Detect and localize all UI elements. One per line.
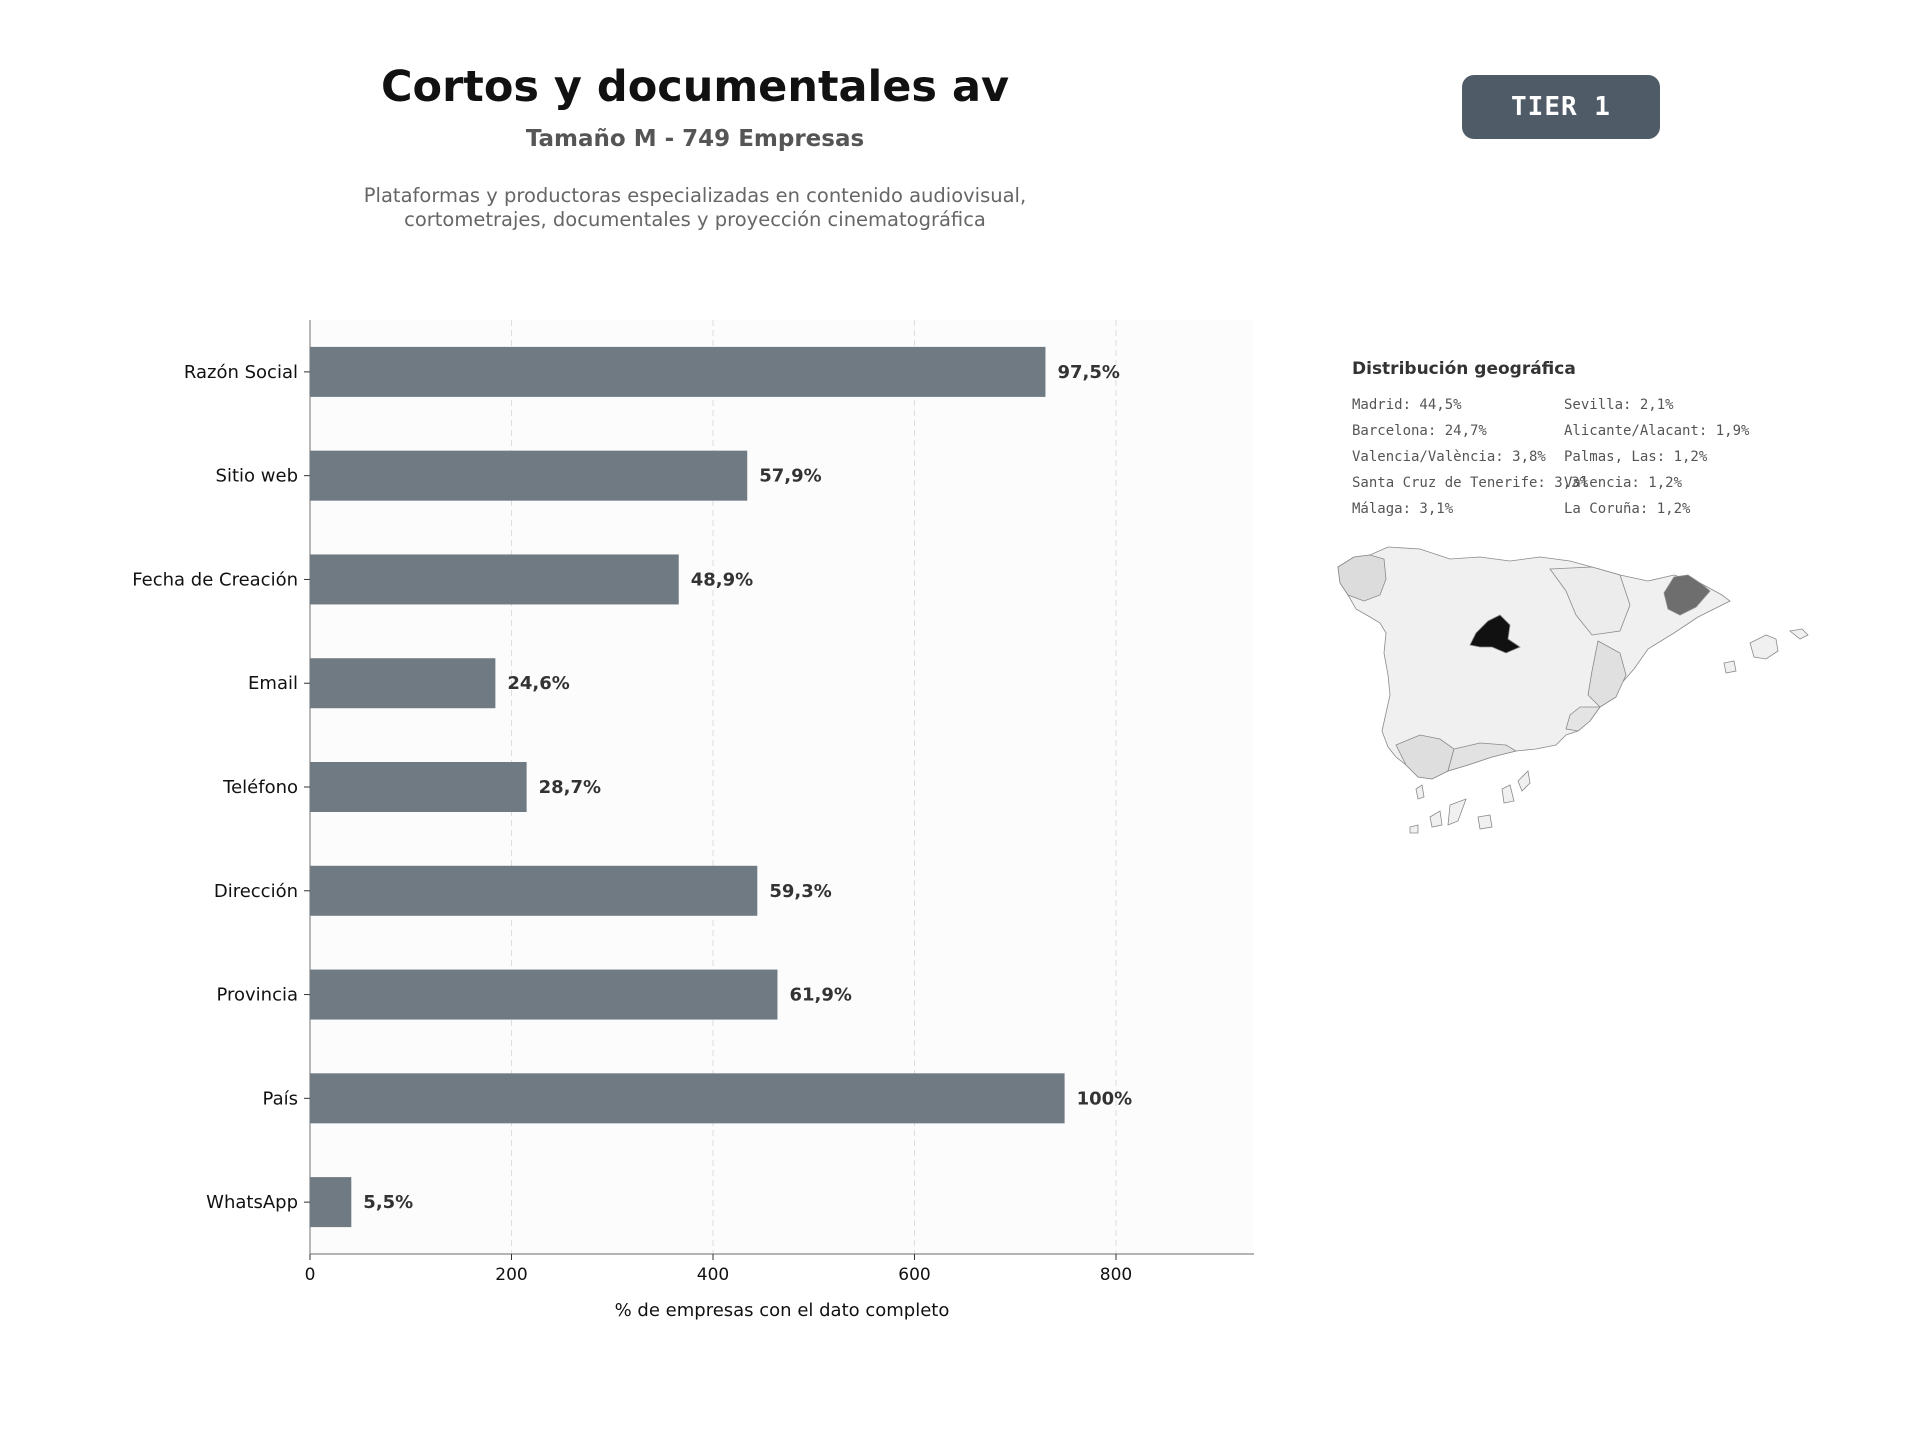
value-label: 24,6% (507, 673, 569, 694)
tier-badge: TIER 1 (1462, 75, 1660, 139)
category-label: Email (248, 673, 298, 694)
geo-item: Palmas, Las: 1,2% (1564, 449, 1708, 465)
bar (310, 969, 778, 1020)
geo-distribution-title: Distribución geográfica (1352, 359, 1576, 379)
category-label: País (263, 1088, 298, 1109)
category-label: Provincia (216, 985, 298, 1006)
map-region-madrid (1469, 614, 1521, 654)
x-tick-label: 400 (697, 1265, 729, 1285)
geo-item: La Coruña: 1,2% (1564, 501, 1691, 517)
value-label: 97,5% (1057, 362, 1119, 383)
page-title: Cortos y documentales av (380, 62, 1010, 112)
category-label: Dirección (214, 881, 298, 902)
bar (310, 1073, 1065, 1124)
geo-item: Valencia/València: 3,8% (1352, 449, 1546, 465)
bar-chart: 0 200 400 600 800 Razón Social 97,5% Sitio web 5… (132, 320, 1254, 1321)
bar (310, 762, 527, 812)
category-label: Razón Social (184, 362, 298, 383)
map-region-barcelona (1663, 574, 1711, 616)
map-region-malaga (1447, 742, 1518, 772)
page-subtitle: Tamaño M - 749 Empresas (525, 126, 865, 152)
bar (310, 554, 679, 605)
value-label: 48,9% (691, 569, 753, 590)
bar (310, 450, 748, 501)
value-label: 57,9% (759, 466, 821, 487)
category-label: Teléfono (222, 777, 298, 798)
x-tick-label: 0 (305, 1265, 316, 1285)
value-label: 59,3% (769, 881, 831, 902)
map-balearics (1723, 628, 1809, 674)
value-label: 5,5% (363, 1192, 413, 1213)
x-tick-label: 800 (1100, 1265, 1132, 1285)
bar (310, 1177, 352, 1228)
map-region-alicante (1565, 706, 1601, 732)
description-line-2: cortometrajes, documentales y proyección… (404, 208, 986, 231)
category-label: WhatsApp (206, 1192, 298, 1213)
spain-choropleth-map (1337, 546, 1809, 834)
geo-item: Málaga: 3,1% (1352, 501, 1454, 517)
bar (310, 658, 496, 709)
map-canaries (1409, 770, 1531, 834)
x-tick-label: 600 (898, 1265, 930, 1285)
geo-item: Madrid: 44,5% (1352, 397, 1462, 413)
geo-item: Barcelona: 24,7% (1352, 423, 1487, 439)
map-region-galicia (1337, 554, 1387, 602)
value-label: 61,9% (789, 985, 851, 1006)
geo-item: Valencia: 1,2% (1564, 475, 1683, 491)
bar (310, 346, 1046, 397)
category-label: Sitio web (216, 466, 298, 487)
map-region-valencia (1587, 640, 1627, 708)
x-axis-label: % de empresas con el dato completo (615, 1300, 950, 1321)
description-line-1: Plataformas y productoras especializadas… (363, 184, 1027, 207)
x-tick-label: 200 (495, 1265, 527, 1285)
bar (310, 865, 758, 916)
geo-item: Sevilla: 2,1% (1564, 397, 1674, 413)
geo-item: Alicante/Alacant: 1,9% (1564, 423, 1750, 439)
geo-item: Santa Cruz de Tenerife: 3,3% (1352, 475, 1589, 491)
page-description: Plataformas y productoras especializadas… (200, 184, 1190, 232)
category-label: Fecha de Creación (132, 569, 298, 590)
value-label: 28,7% (539, 777, 601, 798)
map-region-aragon (1549, 566, 1631, 636)
value-label: 100% (1077, 1088, 1133, 1109)
